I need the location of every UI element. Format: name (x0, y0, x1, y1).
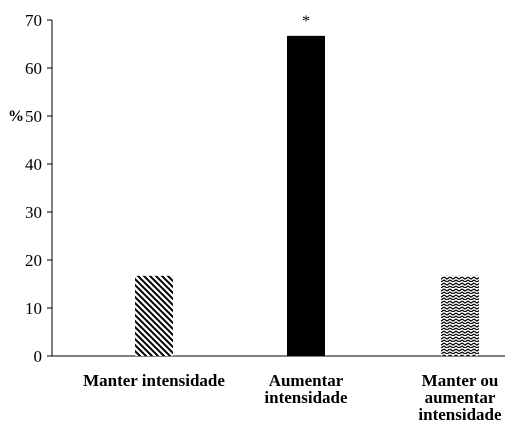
category-label-2: Aumentar intensidade (264, 371, 348, 407)
significance-marker: * (302, 13, 310, 30)
bar-3 (441, 275, 479, 356)
labels: Manter intensidade Aumentar intensidade Man… (83, 13, 502, 424)
axes: 0 10 20 30 40 50 60 70% (8, 11, 505, 366)
y-tick-label: 70 (25, 11, 42, 30)
y-axis-label: % (8, 108, 24, 125)
y-tick-label: 40 (25, 155, 42, 174)
bars (135, 35, 479, 357)
y-tick-label: 0 (34, 347, 43, 366)
y-tick-label: 30 (25, 203, 42, 222)
y-tick-label: 50 (25, 107, 42, 126)
category-label-1: Manter intensidade (83, 371, 225, 390)
bar-2 (287, 35, 325, 357)
category-label-3: Manter ou aumentar intensidade (418, 371, 502, 424)
bar-1 (135, 275, 173, 356)
y-tick-label: 60 (25, 59, 42, 78)
y-tick-label: 20 (25, 251, 42, 270)
y-tick-label: 10 (25, 299, 42, 318)
